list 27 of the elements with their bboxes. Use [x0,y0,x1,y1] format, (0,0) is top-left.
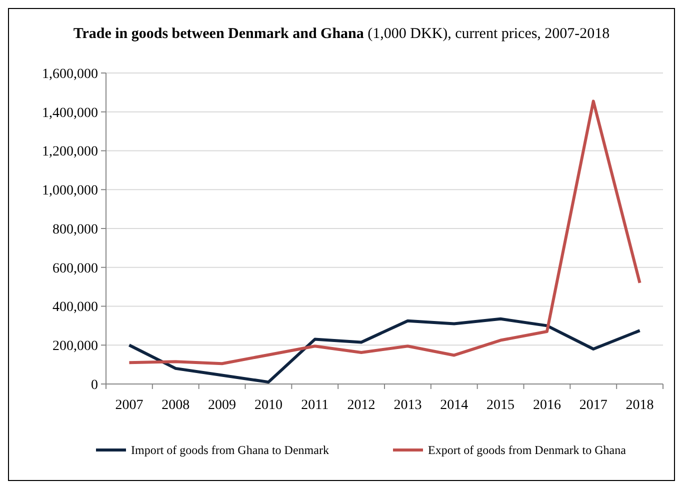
x-tick-label: 2017 [579,398,608,413]
y-tick-label: 400,000 [52,300,98,316]
chart-subtitle: (1,000 DKK), current prices, 2007-2018 [364,26,610,42]
x-tick-label: 2011 [301,398,329,413]
x-tick-label: 2009 [208,398,236,413]
x-tick-label: 2010 [254,398,282,413]
y-tick-label: 1,400,000 [42,106,98,121]
x-tick-label: 2016 [532,398,561,413]
y-tick-label: 1,600,000 [42,66,98,82]
x-tick-label: 2007 [115,398,144,413]
y-tick-label: 1,000,000 [42,184,98,199]
y-tick-label: 200,000 [52,339,98,354]
x-tick-label: 2014 [440,398,468,413]
y-tick-label: 1,200,000 [42,144,98,160]
y-tick-label: 800,000 [52,222,98,238]
x-tick-label: 2008 [162,398,190,413]
line-series [128,317,642,384]
legend-label: Export of goods from Denmark to Ghana [428,443,627,458]
x-tick-label: 2018 [626,398,654,413]
y-tick-label: 0 [91,378,98,393]
x-tick-label: 2012 [347,398,376,413]
y-tick-label: 600,000 [52,261,98,276]
x-tick-label: 2015 [486,398,515,413]
line-series [128,100,642,366]
x-tick-label: 2013 [394,398,422,413]
legend-label: Import of goods from Ghana to Denmark [131,443,329,458]
chart-title: Trade in goods between Denmark and Ghana [73,26,364,42]
